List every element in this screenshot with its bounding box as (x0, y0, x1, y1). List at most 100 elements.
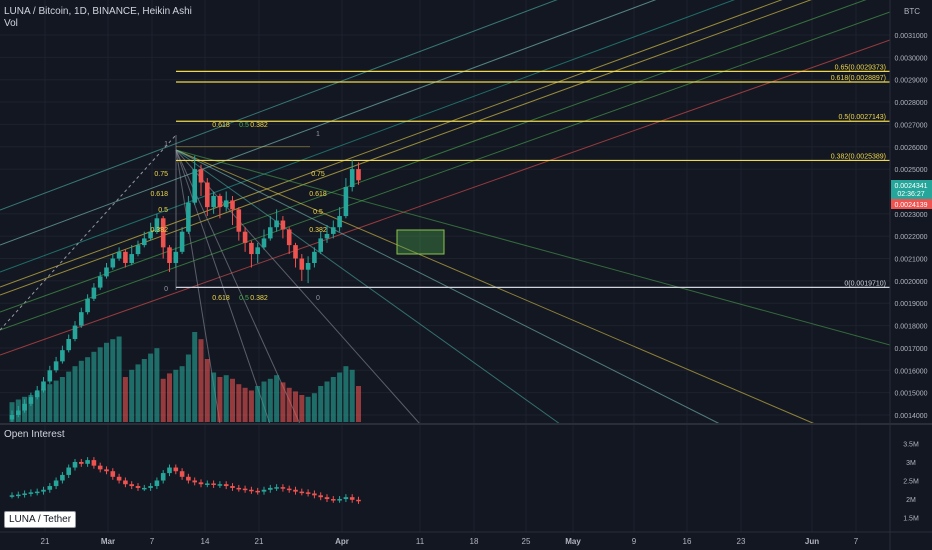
candle-body (110, 258, 116, 268)
candle-body (268, 227, 273, 239)
candle-body (337, 216, 342, 228)
oi-candle (230, 486, 235, 488)
volume-bar (141, 359, 147, 422)
oi-candle (72, 461, 78, 468)
candle-body (41, 381, 46, 391)
pitch-label-right: 0 (316, 295, 320, 302)
candle-body (22, 403, 27, 411)
candle-body (79, 312, 84, 326)
candle-body (160, 218, 166, 248)
time-tick: 16 (683, 537, 692, 546)
fib-labels: 0.65(0.0029373) 0.618(0.0028897) 0.5(0.002… (831, 64, 886, 287)
oi-candle (324, 497, 330, 500)
candle-body (66, 339, 71, 351)
candle-body (91, 287, 97, 299)
fan-label-bottom: 0.382 (250, 295, 268, 302)
oi-candle (28, 492, 34, 494)
oi-candle (205, 483, 210, 485)
oi-candle (305, 492, 311, 494)
volume-bar (230, 378, 235, 422)
price-tick: 0.0029000 (894, 78, 927, 85)
volume-bar (34, 392, 40, 422)
volume-bar (154, 348, 160, 422)
volume-bar (318, 386, 324, 422)
oi-candle (154, 480, 160, 487)
volume-bar (204, 359, 210, 422)
oi-candle (135, 486, 141, 488)
price-tick: 0.0023000 (894, 212, 927, 219)
oi-candle (337, 499, 342, 501)
oi-candle (312, 493, 317, 496)
time-tick: 7 (854, 537, 859, 546)
pitch-label-right: 0.75 (311, 171, 325, 178)
price-tick: 0.0022000 (894, 234, 927, 241)
pitch-label-right: 1 (316, 131, 320, 138)
volume-bar (72, 366, 78, 422)
volume-bar (135, 364, 141, 422)
time-axis[interactable]: 21 Mar 7 14 21 Apr 11 18 25 May 9 16 23 Jun 7 (41, 537, 859, 546)
volume-bar (217, 377, 223, 422)
price-tick: 0.0027000 (894, 122, 927, 129)
oi-candle (79, 461, 84, 464)
candle-body (331, 227, 336, 234)
volume-bar (330, 377, 336, 422)
volume-bar (122, 377, 128, 422)
oi-candle (299, 491, 305, 494)
candle-body (47, 370, 53, 382)
oi-candle (148, 486, 153, 488)
oi-tick: 3.5M (903, 441, 919, 448)
oi-candle (274, 487, 279, 489)
price-tick: 0.0014000 (894, 413, 927, 420)
pitch-label-left: 0.382 (150, 227, 168, 234)
volume-bar (286, 387, 292, 422)
candle-body (179, 231, 185, 252)
oi-candle (286, 488, 292, 491)
symbol-legend-box[interactable]: LUNA / Tether (4, 511, 77, 528)
candle-body (198, 169, 204, 183)
oi-candle (198, 482, 204, 485)
time-tick: 25 (522, 537, 531, 546)
oi-candle (22, 493, 27, 495)
oi-candle (85, 460, 90, 464)
fan-label-top: 0.5 (239, 122, 249, 129)
price-axis[interactable]: 0.0031000 0.0030000 0.0029000 0.0028000 0.00… (894, 33, 927, 420)
candle-body (223, 200, 229, 208)
price-tick: 0.0018000 (894, 324, 927, 331)
volume-bar (179, 366, 185, 422)
time-tick: 21 (41, 537, 50, 546)
candle-body (318, 238, 323, 252)
volume-bar (280, 382, 286, 422)
oi-candle (47, 486, 53, 490)
oi-candle (223, 484, 229, 487)
volume-bar (53, 380, 59, 422)
volume-bar (299, 395, 305, 422)
candle-body (242, 231, 248, 243)
oi-candle (167, 467, 172, 474)
oi-candle (142, 487, 147, 490)
fan-label-top: 0.618 (212, 122, 230, 129)
candle-body (72, 325, 78, 339)
pitch-label-right: 0.618 (309, 191, 327, 198)
time-tick: Apr (335, 537, 349, 546)
candle-body (255, 247, 260, 255)
candle-body (305, 263, 311, 270)
oi-candle (349, 497, 355, 500)
time-tick: 9 (632, 537, 637, 546)
oi-candle (53, 480, 59, 487)
pitchfork-lines (0, 0, 891, 356)
candle-body (60, 350, 65, 362)
oi-candle (217, 484, 223, 486)
candle-body (167, 247, 172, 263)
oi-axis[interactable]: 3.5M 3M 2.5M 2M 1.5M (903, 441, 919, 522)
oi-candle (268, 487, 273, 490)
oi-candle (173, 467, 179, 472)
volume-bar (116, 336, 122, 422)
oi-candle (343, 497, 349, 500)
volume-bar (85, 357, 91, 422)
candle-body (173, 251, 179, 263)
price-tick: 0.0030000 (894, 55, 927, 62)
oi-candle (242, 488, 248, 491)
pitchfork-line (0, 0, 657, 246)
last-price-badge (891, 180, 932, 199)
